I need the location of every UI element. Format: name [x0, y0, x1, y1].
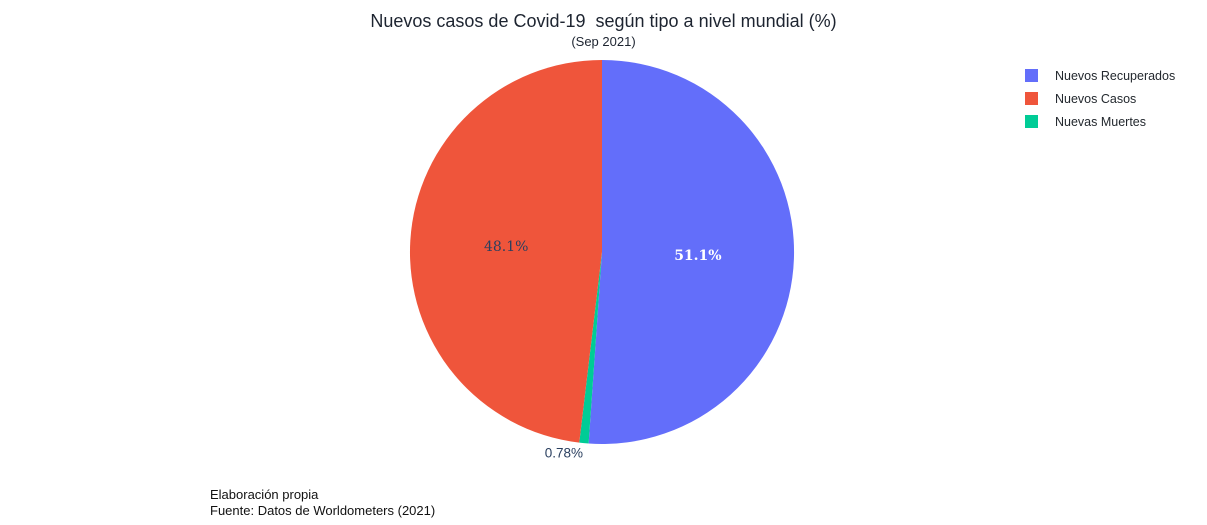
legend: Nuevos Recuperados Nuevos Casos Nuevas Mue…: [1025, 64, 1175, 133]
legend-item-label: Nuevos Recuperados: [1055, 68, 1176, 83]
footnote: Elaboración propia Fuente: Datos de Worl…: [210, 487, 435, 519]
legend-item-label: Nuevas Muertes: [1055, 114, 1147, 129]
legend-item-nuevas-muertes[interactable]: Nuevas Muertes: [1025, 110, 1175, 133]
legend-item-nuevos-casos[interactable]: Nuevos Casos: [1025, 87, 1175, 110]
legend-color-swatch: [1025, 115, 1038, 128]
legend-color-swatch: [1025, 92, 1038, 105]
pie-slice-label-nuevos-recuperados: 51.1%: [674, 248, 721, 264]
legend-item-nuevos-recuperados[interactable]: Nuevos Recuperados: [1025, 64, 1175, 87]
pie-slice-label-nuevos-casos: 48.1%: [484, 239, 528, 255]
chart-subtitle: (Sep 2021): [571, 34, 636, 49]
pie-slice-nuevos-recuperados[interactable]: [588, 59, 795, 444]
pie-slice-nuevos-casos[interactable]: [409, 60, 602, 443]
legend-color-swatch: [1025, 69, 1038, 82]
chart-title: Nuevos casos de Covid-19 según tipo a ni…: [370, 11, 837, 31]
pie-slice-nuevas-muertes[interactable]: [579, 252, 602, 444]
footnote-line-1: Elaboración propia: [210, 487, 319, 502]
footnote-line-2: Fuente: Datos de Worldometers (2021): [210, 503, 436, 518]
legend-item-label: Nuevos Casos: [1055, 91, 1137, 106]
pie-slice-label-nuevas-muertes: 0.78%: [545, 445, 583, 460]
